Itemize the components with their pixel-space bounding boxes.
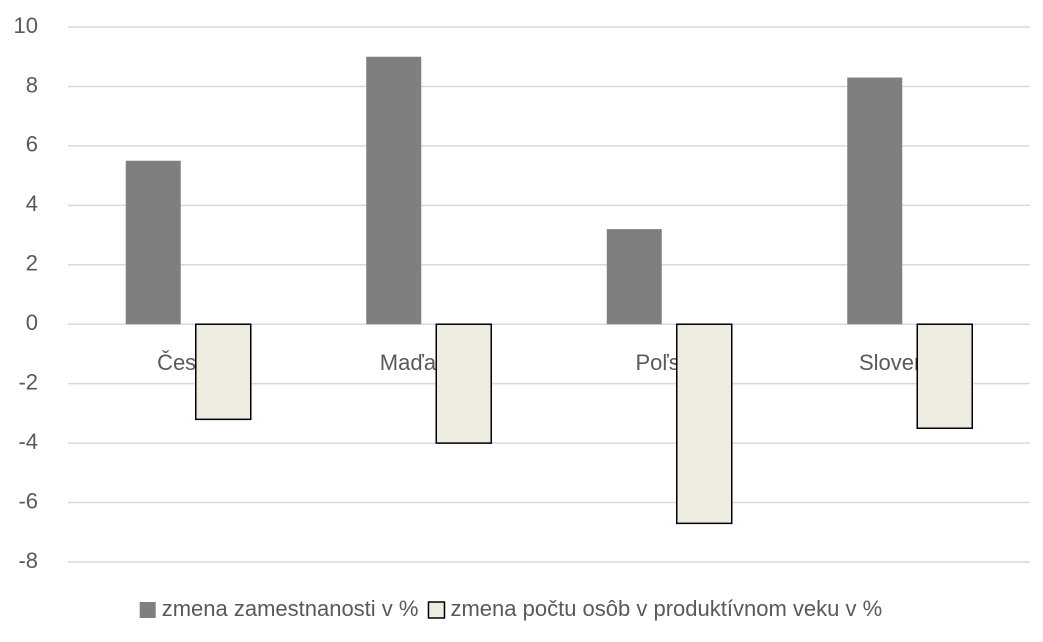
y-tick-label: -4 <box>18 429 38 454</box>
bar <box>606 229 662 325</box>
y-tick-label: 2 <box>26 251 38 276</box>
y-tick-label: -8 <box>18 548 38 573</box>
bar <box>916 323 973 430</box>
bar <box>676 323 733 525</box>
legend-label: zmena zamestnanosti v % <box>162 596 419 621</box>
bar <box>125 160 181 325</box>
y-tick-label: 6 <box>26 132 38 157</box>
y-tick-label: -2 <box>18 369 38 394</box>
legend-swatch <box>427 601 446 619</box>
y-tick-label: 4 <box>26 191 38 216</box>
y-tick-label: 8 <box>26 72 38 97</box>
y-tick-label: 10 <box>14 13 38 38</box>
bar <box>435 323 492 444</box>
bar <box>195 323 252 421</box>
legend-swatch <box>139 602 156 618</box>
y-tick-label: -6 <box>18 488 38 513</box>
y-tick-label: 0 <box>26 310 38 335</box>
legend-label: zmena počtu osôb v produktívnom veku v % <box>450 596 882 621</box>
bar <box>847 77 903 325</box>
bar <box>366 56 422 325</box>
